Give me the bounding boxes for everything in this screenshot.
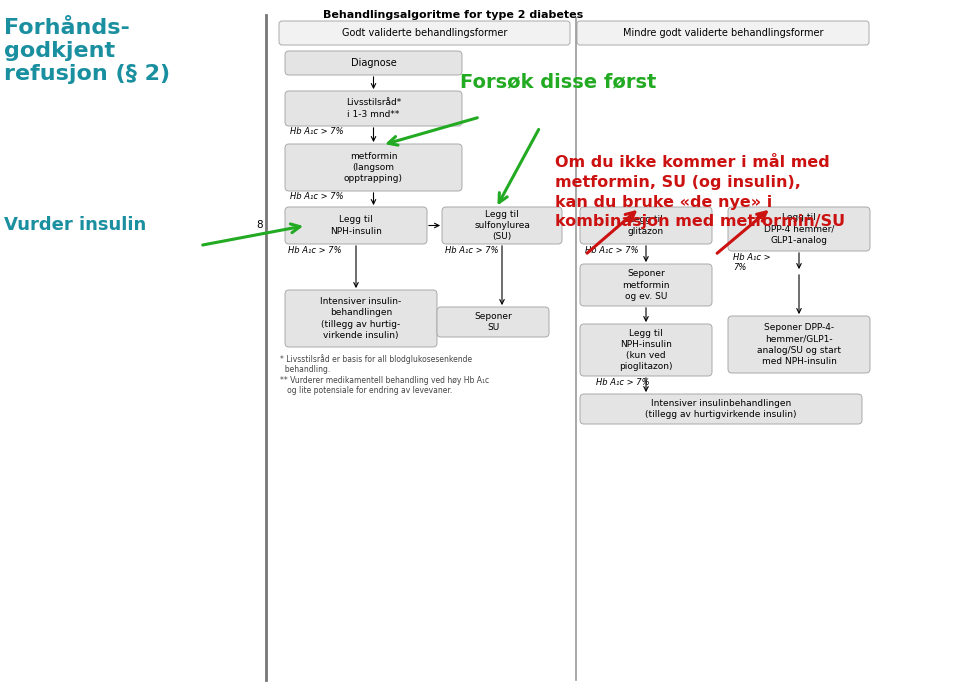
Text: Legg til
sulfonylurea
(SU): Legg til sulfonylurea (SU) — [474, 210, 530, 241]
FancyBboxPatch shape — [285, 91, 462, 126]
FancyBboxPatch shape — [728, 207, 870, 251]
Text: Legg til
glitazon: Legg til glitazon — [628, 216, 664, 235]
Text: Diagnose: Diagnose — [350, 58, 396, 68]
Text: Seponer DPP-4-
hemmer/GLP1-
analog/SU og start
med NPH-insulin: Seponer DPP-4- hemmer/GLP1- analog/SU og… — [757, 324, 841, 365]
Text: Hb A₁c > 7%: Hb A₁c > 7% — [445, 246, 498, 255]
FancyBboxPatch shape — [442, 207, 562, 244]
Text: Forsøk disse først: Forsøk disse først — [460, 72, 657, 91]
Text: Vurder insulin: Vurder insulin — [4, 216, 146, 235]
FancyBboxPatch shape — [285, 51, 462, 75]
FancyBboxPatch shape — [279, 21, 570, 45]
Text: Hb A₁c > 7%: Hb A₁c > 7% — [290, 192, 344, 201]
Text: Om du ikke kommer i mål med
metformin, SU (og insulin),
kan du bruke «de nye» i
: Om du ikke kommer i mål med metformin, S… — [555, 155, 845, 230]
Text: Behandlingsalgoritme for type 2 diabetes: Behandlingsalgoritme for type 2 diabetes — [323, 10, 583, 20]
FancyBboxPatch shape — [580, 394, 862, 424]
FancyBboxPatch shape — [285, 144, 462, 191]
Text: Hb A₁c > 7%: Hb A₁c > 7% — [290, 127, 344, 136]
Text: Livsstilsråd*
i 1-3 mnd**: Livsstilsråd* i 1-3 mnd** — [346, 98, 401, 118]
Text: Hb A₁c > 7%: Hb A₁c > 7% — [596, 378, 650, 387]
Text: Intensiver insulinbehandlingen
(tillegg av hurtigvirkende insulin): Intensiver insulinbehandlingen (tillegg … — [645, 399, 797, 419]
FancyBboxPatch shape — [285, 207, 427, 244]
Text: Legg til
NPH-insulin
(kun ved
pioglitazon): Legg til NPH-insulin (kun ved pioglitazo… — [619, 329, 673, 371]
FancyBboxPatch shape — [580, 207, 712, 244]
Text: Mindre godt validerte behandlingsformer: Mindre godt validerte behandlingsformer — [623, 28, 824, 38]
Text: Seponer
metformin
og ev. SU: Seponer metformin og ev. SU — [622, 269, 670, 301]
Text: * Livsstilsråd er basis for all blodglukosesenkende
  behandling.
** Vurderer me: * Livsstilsråd er basis for all blodgluk… — [280, 354, 490, 395]
Text: Hb A₁c >
7%: Hb A₁c > 7% — [733, 253, 771, 272]
Text: Hb A₁c > 7%: Hb A₁c > 7% — [288, 246, 342, 255]
Text: Godt validerte behandlingsformer: Godt validerte behandlingsformer — [342, 28, 507, 38]
FancyBboxPatch shape — [580, 324, 712, 376]
Text: 8: 8 — [256, 221, 263, 230]
FancyBboxPatch shape — [728, 316, 870, 373]
FancyBboxPatch shape — [580, 264, 712, 306]
Text: Legg til
NPH-insulin: Legg til NPH-insulin — [330, 216, 382, 235]
FancyBboxPatch shape — [577, 21, 869, 45]
Text: Intensiver insulin-
behandlingen
(tillegg av hurtig-
virkende insulin): Intensiver insulin- behandlingen (tilleg… — [321, 297, 401, 340]
Text: Seponer
SU: Seponer SU — [474, 312, 512, 332]
Text: metformin
(langsom
opptrapping): metformin (langsom opptrapping) — [344, 152, 403, 183]
Text: Legg til
DPP-4 hemmer/
GLP1-analog: Legg til DPP-4 hemmer/ GLP1-analog — [764, 214, 834, 244]
FancyBboxPatch shape — [285, 290, 437, 347]
FancyBboxPatch shape — [437, 307, 549, 337]
Text: Hb A₁c > 7%: Hb A₁c > 7% — [585, 246, 638, 255]
Text: Forhånds-
godkjent
refusjon (§ 2): Forhånds- godkjent refusjon (§ 2) — [4, 18, 170, 84]
